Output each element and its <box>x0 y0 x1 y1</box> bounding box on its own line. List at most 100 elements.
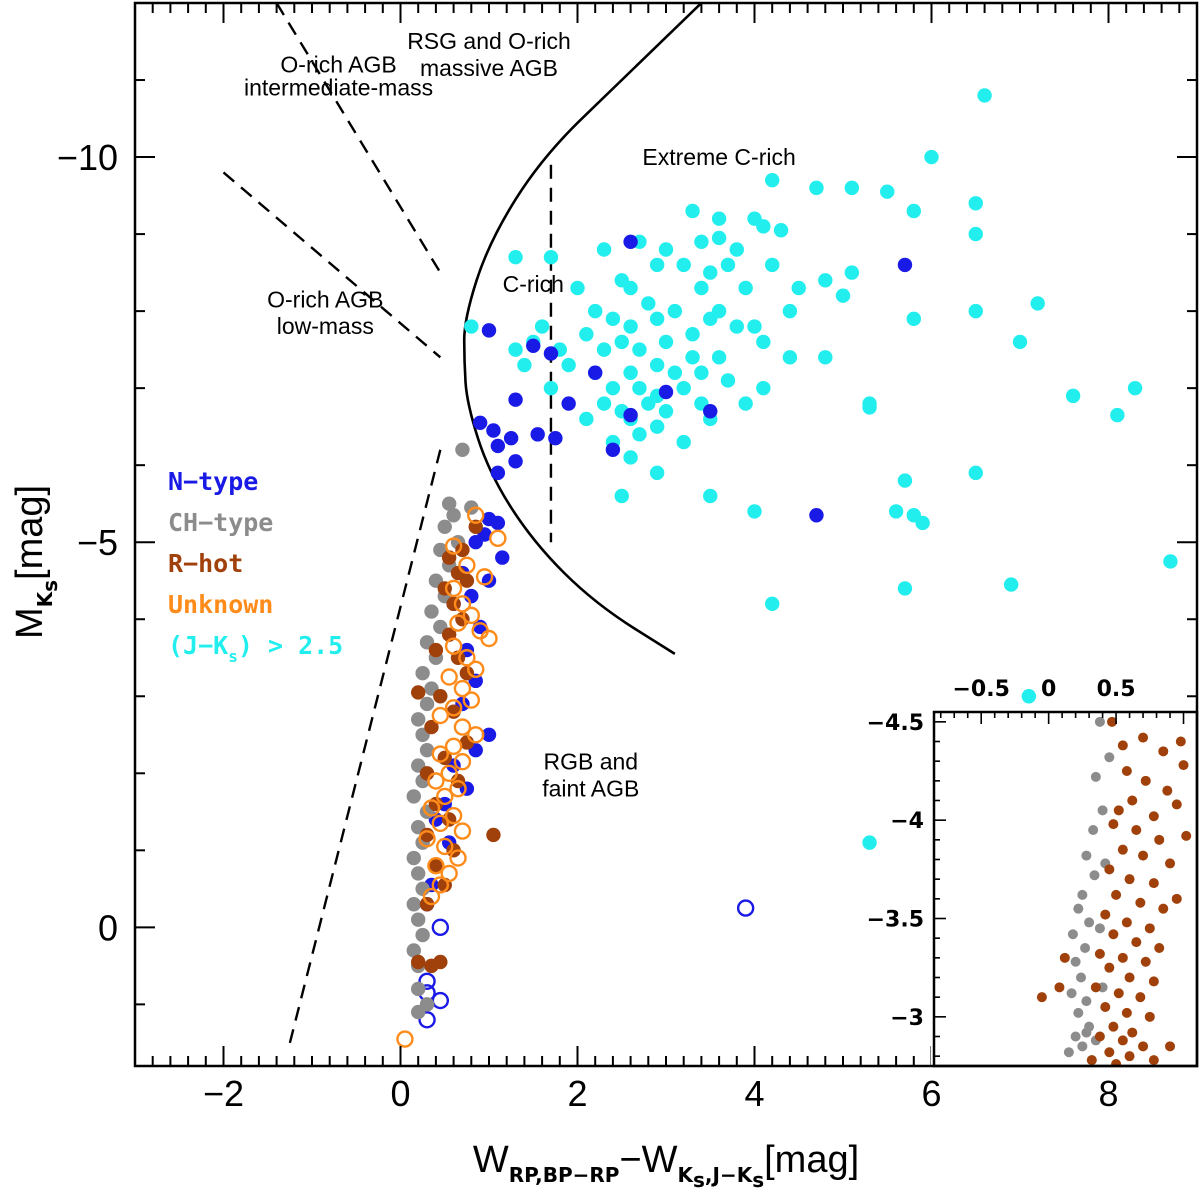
x-axis-title: WRP,BP−RP−WKs,J−Ks[mag] <box>473 1139 859 1192</box>
data-point <box>486 827 501 843</box>
x-title-w1: W <box>473 1139 509 1181</box>
y-title-sub-b: s <box>38 580 62 592</box>
data-point <box>428 642 444 658</box>
y-tick-label: −10 <box>57 137 118 178</box>
inset-data-point <box>1135 992 1146 1003</box>
data-point <box>495 550 510 565</box>
data-point <box>406 789 421 804</box>
data-point <box>508 392 523 407</box>
data-point <box>703 488 718 504</box>
data-point <box>906 203 921 219</box>
inset-data-point <box>1097 805 1108 816</box>
boundary-curve-solid <box>462 3 703 655</box>
data-point <box>444 637 463 655</box>
data-point <box>526 338 541 353</box>
inset-data-point <box>1080 943 1091 953</box>
data-point <box>1065 388 1081 404</box>
x-title-minus: − <box>619 1139 641 1181</box>
inset-data-point <box>1148 976 1159 987</box>
data-point <box>433 689 448 704</box>
data-point <box>411 912 426 927</box>
data-point <box>464 500 479 515</box>
legend-entry: CH−type <box>168 508 273 537</box>
x-title-unit: [mag] <box>764 1139 859 1181</box>
inset-data-point <box>1059 952 1070 963</box>
data-point <box>623 365 638 380</box>
data-point <box>459 665 475 681</box>
inset-data-point <box>1140 775 1151 786</box>
data-point <box>534 319 550 334</box>
inset-data-point <box>1165 858 1176 869</box>
data-point <box>632 427 647 442</box>
data-point <box>579 327 594 342</box>
region-label: low-mass <box>277 313 374 339</box>
data-point <box>588 303 603 319</box>
inset-data-point <box>1094 716 1105 727</box>
data-point <box>508 249 523 265</box>
inset-data-point <box>1127 795 1138 806</box>
x-tick-label: 0 <box>390 1073 410 1114</box>
data-point <box>467 660 485 679</box>
data-point <box>543 249 559 265</box>
data-point <box>449 849 467 867</box>
data-point <box>685 350 700 365</box>
data-point <box>897 473 913 488</box>
x-tick-label: 2 <box>567 1073 587 1114</box>
inset-data-point <box>1124 874 1135 885</box>
data-point <box>579 411 594 427</box>
data-point <box>623 280 638 296</box>
data-point <box>455 542 470 558</box>
inset-data-point <box>1100 1002 1111 1012</box>
data-point <box>453 718 472 736</box>
data-point <box>614 488 629 504</box>
data-point <box>915 515 930 531</box>
data-point <box>968 303 983 319</box>
inset-y-tick-label: −3.5 <box>867 908 924 933</box>
region-label: RGB and <box>543 748 638 774</box>
data-point <box>489 529 507 548</box>
inset-data-point <box>1104 962 1115 973</box>
data-point <box>897 581 913 596</box>
data-point <box>1110 407 1125 423</box>
legend-entry: (J−Ks) > 2.5 <box>168 631 343 666</box>
data-point <box>782 303 798 319</box>
data-point <box>1021 689 1037 704</box>
data-point <box>433 954 448 970</box>
data-point <box>968 465 983 481</box>
data-point <box>703 311 718 327</box>
inset-y-tick-label: −3 <box>890 1006 924 1031</box>
data-point <box>503 431 519 446</box>
data-point <box>431 876 450 894</box>
data-point <box>490 465 506 481</box>
data-point <box>614 334 629 350</box>
data-point <box>605 380 621 396</box>
legend-label: Unknown <box>168 590 273 619</box>
legend-label-end: ) > 2.5 <box>238 631 343 660</box>
inset-data-point <box>1070 1031 1081 1042</box>
legend-entry: Unknown <box>168 590 273 619</box>
data-point <box>729 242 744 257</box>
inset-data-point <box>1077 889 1088 900</box>
inset-data-point <box>1148 811 1159 822</box>
data-point <box>1003 577 1019 592</box>
inset-data-point <box>1117 740 1128 751</box>
inset-data-point <box>1148 1055 1159 1066</box>
data-point <box>809 180 824 196</box>
data-point <box>437 519 452 534</box>
x-tick-label: −2 <box>203 1073 244 1114</box>
data-point <box>422 887 441 906</box>
data-point <box>1012 334 1028 350</box>
inset-data-point <box>1036 992 1047 1003</box>
data-point <box>765 257 780 273</box>
inset-data-point <box>1117 844 1128 855</box>
inset-data-point <box>1121 766 1132 776</box>
inset-data-point <box>1154 834 1165 845</box>
legend-entry: N−type <box>168 467 258 496</box>
inset-data-point <box>1181 830 1192 841</box>
y-title-sub-a: K <box>33 590 57 607</box>
data-point <box>486 423 501 438</box>
inset-data-point <box>1081 996 1092 1007</box>
data-point <box>880 184 895 199</box>
inset-data-point <box>1158 903 1169 914</box>
series-unknown-open <box>396 506 507 1048</box>
